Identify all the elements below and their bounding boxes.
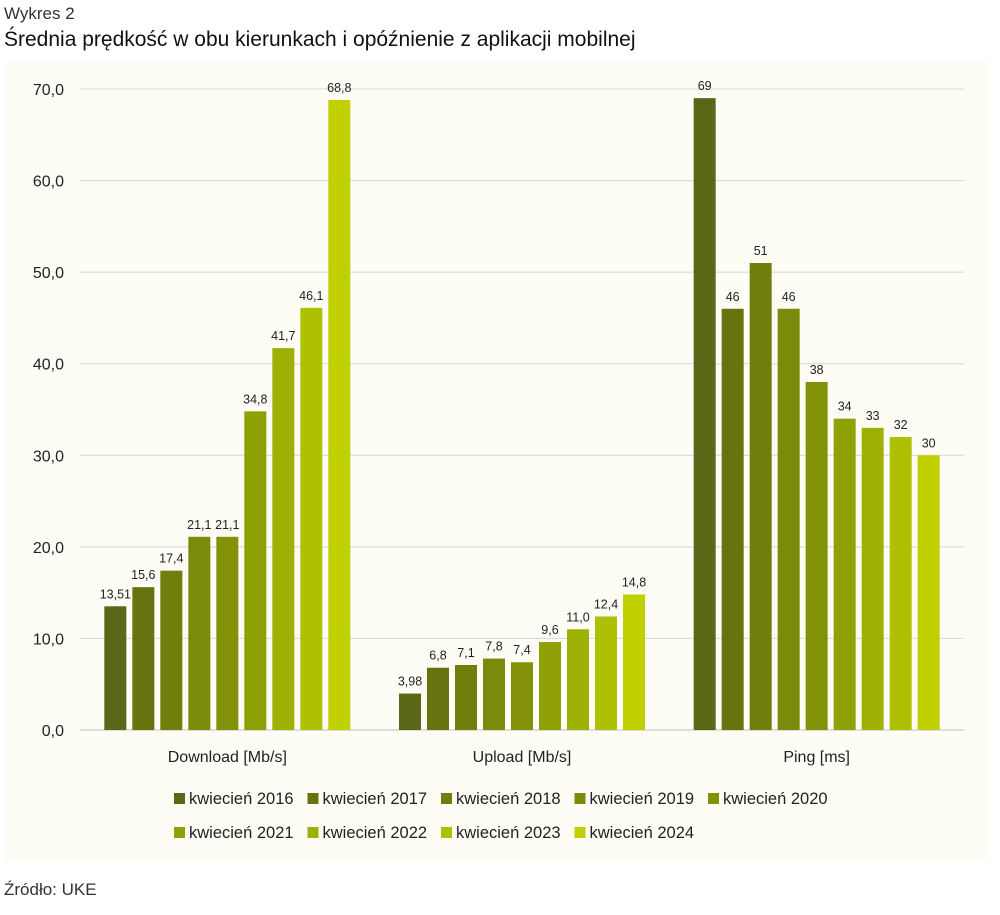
bar	[483, 658, 505, 730]
bar	[399, 693, 421, 730]
bars	[104, 98, 940, 730]
legend-swatch	[307, 793, 319, 804]
y-tick-label: 10,0	[33, 631, 64, 648]
bar	[272, 348, 295, 730]
legend-swatch	[708, 793, 719, 804]
bar	[721, 308, 744, 730]
legend-swatch	[441, 827, 452, 838]
data-label: 46	[726, 290, 740, 304]
bar	[216, 536, 239, 730]
bar	[777, 308, 800, 730]
legend-swatch	[307, 827, 319, 838]
data-label: 11,0	[566, 610, 589, 624]
data-label: 7,1	[457, 646, 474, 660]
legend-label: kwiecień 2017	[323, 790, 428, 808]
legend-swatch	[574, 827, 586, 838]
data-label: 51	[754, 244, 768, 258]
bar	[693, 98, 716, 730]
bar	[244, 411, 267, 730]
legend-swatch	[174, 793, 185, 804]
x-axis-categories: Download [Mb/s] Upload [Mb/s] Ping [ms]	[168, 749, 850, 766]
data-label: 68,8	[327, 81, 351, 95]
y-tick-label: 60,0	[33, 174, 64, 191]
bar	[567, 629, 589, 730]
bar	[595, 616, 617, 730]
y-tick-label: 20,0	[33, 540, 64, 557]
bar	[833, 418, 856, 730]
data-label: 14,8	[622, 575, 646, 589]
data-label: 38	[810, 363, 824, 377]
data-label: 13,51	[100, 587, 131, 601]
bar	[889, 436, 912, 730]
x-category-label: Upload [Mb/s]	[473, 749, 572, 766]
data-label: 17,4	[159, 552, 183, 566]
data-label: 33	[866, 409, 880, 423]
y-tick-label: 40,0	[33, 357, 64, 374]
figure-label: Wykres 2	[4, 4, 75, 23]
legend: kwiecień 2016 kwiecień 2017 kwiecień 2018 k…	[174, 790, 828, 842]
x-category-label: Download [Mb/s]	[168, 749, 287, 766]
x-category-label: Ping [ms]	[783, 749, 850, 766]
bar	[861, 427, 884, 730]
data-label: 6,8	[429, 649, 446, 663]
chart-title: Średnia prędkość w obu kierunkach i opóź…	[4, 28, 636, 51]
y-tick-label: 0,0	[42, 723, 64, 740]
data-label: 32	[894, 418, 908, 432]
bar	[300, 307, 323, 730]
data-label: 7,8	[485, 640, 502, 654]
legend-label: kwiecień 2024	[590, 824, 695, 842]
bar	[328, 99, 351, 730]
bar	[104, 606, 127, 730]
bar	[455, 664, 477, 730]
legend-label: kwiecień 2016	[189, 790, 294, 808]
data-label: 46	[782, 290, 796, 304]
legend-swatch	[574, 793, 586, 804]
legend-label: kwiecień 2021	[189, 824, 294, 842]
gridlines	[80, 88, 964, 731]
bar	[805, 382, 828, 730]
data-label: 34,8	[243, 392, 267, 406]
bar	[132, 587, 155, 730]
data-label: 46,1	[299, 289, 323, 303]
bar	[511, 662, 533, 730]
data-label: 9,6	[541, 623, 558, 637]
y-tick-label: 30,0	[33, 448, 64, 465]
legend-label: kwiecień 2023	[456, 824, 561, 842]
legend-label: kwiecień 2022	[323, 824, 428, 842]
data-label: 21,1	[187, 518, 211, 532]
data-label: 21,1	[215, 518, 239, 532]
bar	[188, 536, 211, 730]
bar	[749, 262, 772, 730]
data-label: 7,4	[513, 643, 530, 657]
legend-swatch	[174, 827, 185, 838]
bar	[917, 455, 940, 730]
legend-swatch	[441, 793, 452, 804]
chart-panel: 0,0 10,0 20,0 30,0 40,0 50,0 60,0 70,0 13,51 15,…	[4, 62, 990, 862]
legend-label: kwiecień 2020	[723, 790, 828, 808]
source-note: Źródło: UKE	[4, 880, 97, 899]
legend-label: kwiecień 2018	[456, 790, 561, 808]
data-label: 15,6	[131, 568, 155, 582]
data-label: 12,4	[594, 597, 618, 611]
data-label: 3,98	[398, 675, 422, 689]
data-label: 34	[838, 400, 852, 414]
y-tick-label: 50,0	[33, 265, 64, 282]
data-label: 69	[698, 79, 712, 93]
y-axis-ticks: 0,0 10,0 20,0 30,0 40,0 50,0 60,0 70,0	[33, 82, 64, 740]
legend-label: kwiecień 2019	[590, 790, 695, 808]
data-label: 41,7	[271, 329, 295, 343]
bar	[160, 570, 183, 730]
bar-chart: 0,0 10,0 20,0 30,0 40,0 50,0 60,0 70,0 13,5115,…	[33, 79, 964, 842]
bar	[623, 594, 645, 730]
bar	[539, 642, 561, 730]
y-tick-label: 70,0	[33, 82, 64, 99]
bar	[427, 667, 449, 730]
data-label: 30	[922, 436, 936, 450]
